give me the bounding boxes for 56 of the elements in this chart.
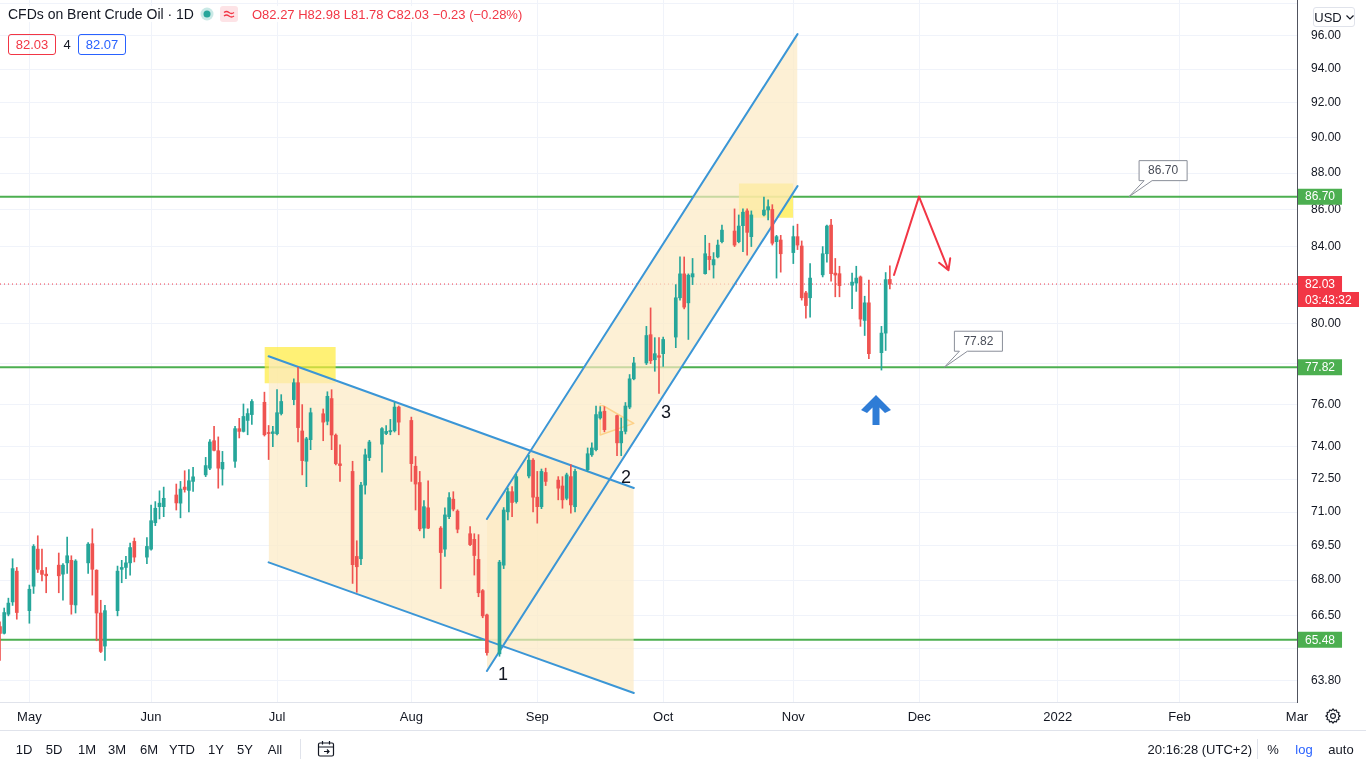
text: 5D — [45, 741, 63, 757]
y-tick-label: 71.00 — [1311, 504, 1342, 519]
annotation: 4 — [63, 37, 71, 52]
text: 6M — [139, 741, 159, 757]
y-tick-label: 86.00 — [1311, 201, 1342, 216]
y-tick-label: 63.80 — [1311, 673, 1342, 688]
text: 20:16:28 (UTC+2) — [1147, 741, 1252, 757]
text: CFDs on Brent Crude Oil · 1D — [8, 6, 194, 22]
annotation: 1 — [497, 663, 509, 685]
text: auto — [1328, 741, 1354, 757]
annotation: 86.70 — [1148, 163, 1179, 178]
text: log — [1295, 741, 1313, 757]
text: 03:43:32 — [1305, 292, 1352, 307]
y-tick-label: 74.00 — [1311, 439, 1342, 453]
x-tick-label: 2022 — [1043, 709, 1073, 725]
x-tick-label: Oct — [653, 709, 674, 725]
text: 5Y — [237, 741, 253, 757]
text: 3M — [107, 741, 127, 757]
y-tick-label: 72.50 — [1311, 471, 1342, 486]
text: 1Y — [208, 741, 224, 757]
annotation: 82.07 — [85, 37, 119, 52]
annotation: 2 — [620, 466, 632, 488]
x-tick-label: May — [17, 709, 43, 725]
x-tick-label: Sep — [525, 709, 549, 725]
y-tick-label: 66.50 — [1311, 607, 1342, 622]
x-tick-label: Dec — [907, 709, 932, 725]
y-tick-label: 69.50 — [1311, 538, 1342, 553]
text: YTD — [169, 741, 195, 757]
text: % — [1267, 741, 1279, 757]
annotation: 77.82 — [963, 334, 994, 349]
y-tick-label: 92.00 — [1311, 95, 1342, 110]
x-tick-label: Jun — [140, 709, 162, 725]
y-tick-label: 80.00 — [1311, 315, 1342, 330]
y-tick-label: 96.00 — [1311, 28, 1342, 43]
x-tick-label: Nov — [781, 709, 806, 725]
text: 1M — [77, 741, 97, 757]
x-tick-label: Jul — [268, 709, 286, 725]
annotation: 3 — [660, 401, 672, 423]
text: USD — [1314, 9, 1342, 25]
ref-line-label: 86.70 — [1305, 189, 1336, 204]
text: All — [267, 741, 283, 757]
text: 1D — [15, 741, 33, 757]
x-tick-label: Aug — [399, 709, 423, 725]
y-tick-label: 76.00 — [1311, 396, 1342, 411]
x-tick-label: Mar — [1285, 709, 1309, 725]
y-tick-label: 88.00 — [1311, 165, 1342, 180]
annotation: 82.03 — [15, 37, 49, 52]
y-tick-label: 90.00 — [1311, 129, 1342, 144]
y-tick-label: 84.00 — [1311, 238, 1342, 253]
x-tick-label: Feb — [1168, 709, 1191, 725]
ref-line-label: 82.03 — [1305, 276, 1336, 291]
y-tick-label: 68.00 — [1311, 572, 1342, 587]
ref-line-label: 77.82 — [1305, 360, 1336, 375]
ref-line-label: 65.48 — [1305, 632, 1336, 647]
text: O82.27 H82.98 L81.78 C82.03 −0.23 (−0.28%) — [251, 6, 523, 22]
y-tick-label: 94.00 — [1311, 61, 1342, 76]
